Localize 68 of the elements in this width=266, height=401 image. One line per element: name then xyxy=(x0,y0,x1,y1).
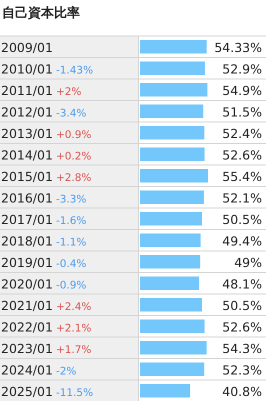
text: -11.5% xyxy=(56,386,94,399)
text: +1.7% xyxy=(56,344,92,356)
y-tick-label: 2011/01 xyxy=(1,82,53,98)
bar xyxy=(140,298,202,312)
y-tick-label: 2009/01 xyxy=(1,40,53,55)
data-label: 49% xyxy=(234,254,262,270)
data-label: 49.4% xyxy=(222,233,262,248)
data-label: 52.3% xyxy=(222,362,262,378)
data-label: 48.1% xyxy=(222,276,262,292)
bar xyxy=(140,255,200,268)
y-tick-label: 2021/01 xyxy=(1,298,53,313)
text: +0.9% xyxy=(56,128,92,141)
data-label: 52.1% xyxy=(222,190,262,206)
bar xyxy=(140,62,205,75)
bar xyxy=(140,126,204,140)
bar xyxy=(140,83,208,96)
text: -0.9% xyxy=(56,279,86,292)
chart-title: 自己資本比率 xyxy=(2,5,80,21)
bar xyxy=(140,104,204,118)
data-label: 54.9% xyxy=(222,82,262,98)
y-tick-label: 2015/01 xyxy=(1,168,53,184)
data-label: 52.6% xyxy=(222,319,262,334)
y-tick-label: 2012/01 xyxy=(1,104,53,120)
text: +2.4% xyxy=(56,300,92,313)
data-label: 50.5% xyxy=(222,298,262,313)
data-label: 40.8% xyxy=(222,384,262,399)
y-tick-label: 2019/01 xyxy=(1,254,53,270)
y-tick-label: 2020/01 xyxy=(1,276,53,292)
data-label: 54.3% xyxy=(222,340,262,356)
bar xyxy=(140,320,205,333)
y-tick-label: 2017/01 xyxy=(1,212,53,227)
data-label: 54.33% xyxy=(214,40,262,55)
data-label: 51.5% xyxy=(222,104,262,120)
y-tick-label: 2014/01 xyxy=(1,147,53,162)
text: -1.43% xyxy=(56,64,94,76)
y-tick-label: 2023/01 xyxy=(1,340,53,356)
text: -1.6% xyxy=(56,214,86,227)
y-tick-label: 2024/01 xyxy=(1,362,53,378)
bar xyxy=(140,212,202,226)
text: -2% xyxy=(56,365,76,378)
bar xyxy=(140,384,190,398)
bar xyxy=(140,169,208,182)
y-tick-label: 2022/01 xyxy=(1,319,53,334)
text: +2.1% xyxy=(56,322,92,334)
bar xyxy=(140,40,207,54)
data-label: 50.5% xyxy=(222,212,262,227)
bar xyxy=(140,234,201,247)
text: +0.2% xyxy=(56,150,92,162)
y-tick-label: 2025/01 xyxy=(1,384,53,399)
bar xyxy=(140,276,200,290)
y-tick-label: 2013/01 xyxy=(1,126,53,141)
data-label: 55.4% xyxy=(222,168,262,184)
data-label: 52.4% xyxy=(222,126,262,141)
data-label: 52.6% xyxy=(222,147,262,162)
bar xyxy=(140,190,204,204)
bar xyxy=(140,148,205,161)
y-tick-label: 2010/01 xyxy=(1,61,53,76)
text: -3.4% xyxy=(56,107,86,120)
data-label: 52.9% xyxy=(222,61,262,76)
text: +2.8% xyxy=(56,172,92,184)
y-tick-label: 2018/01 xyxy=(1,233,53,248)
bar xyxy=(140,341,207,354)
text: -0.4% xyxy=(56,258,86,270)
text: -3.3% xyxy=(56,193,86,206)
text: +2% xyxy=(56,86,82,98)
y-tick-label: 2016/01 xyxy=(1,190,53,206)
bar xyxy=(140,362,204,376)
text: -1.1% xyxy=(56,236,86,248)
